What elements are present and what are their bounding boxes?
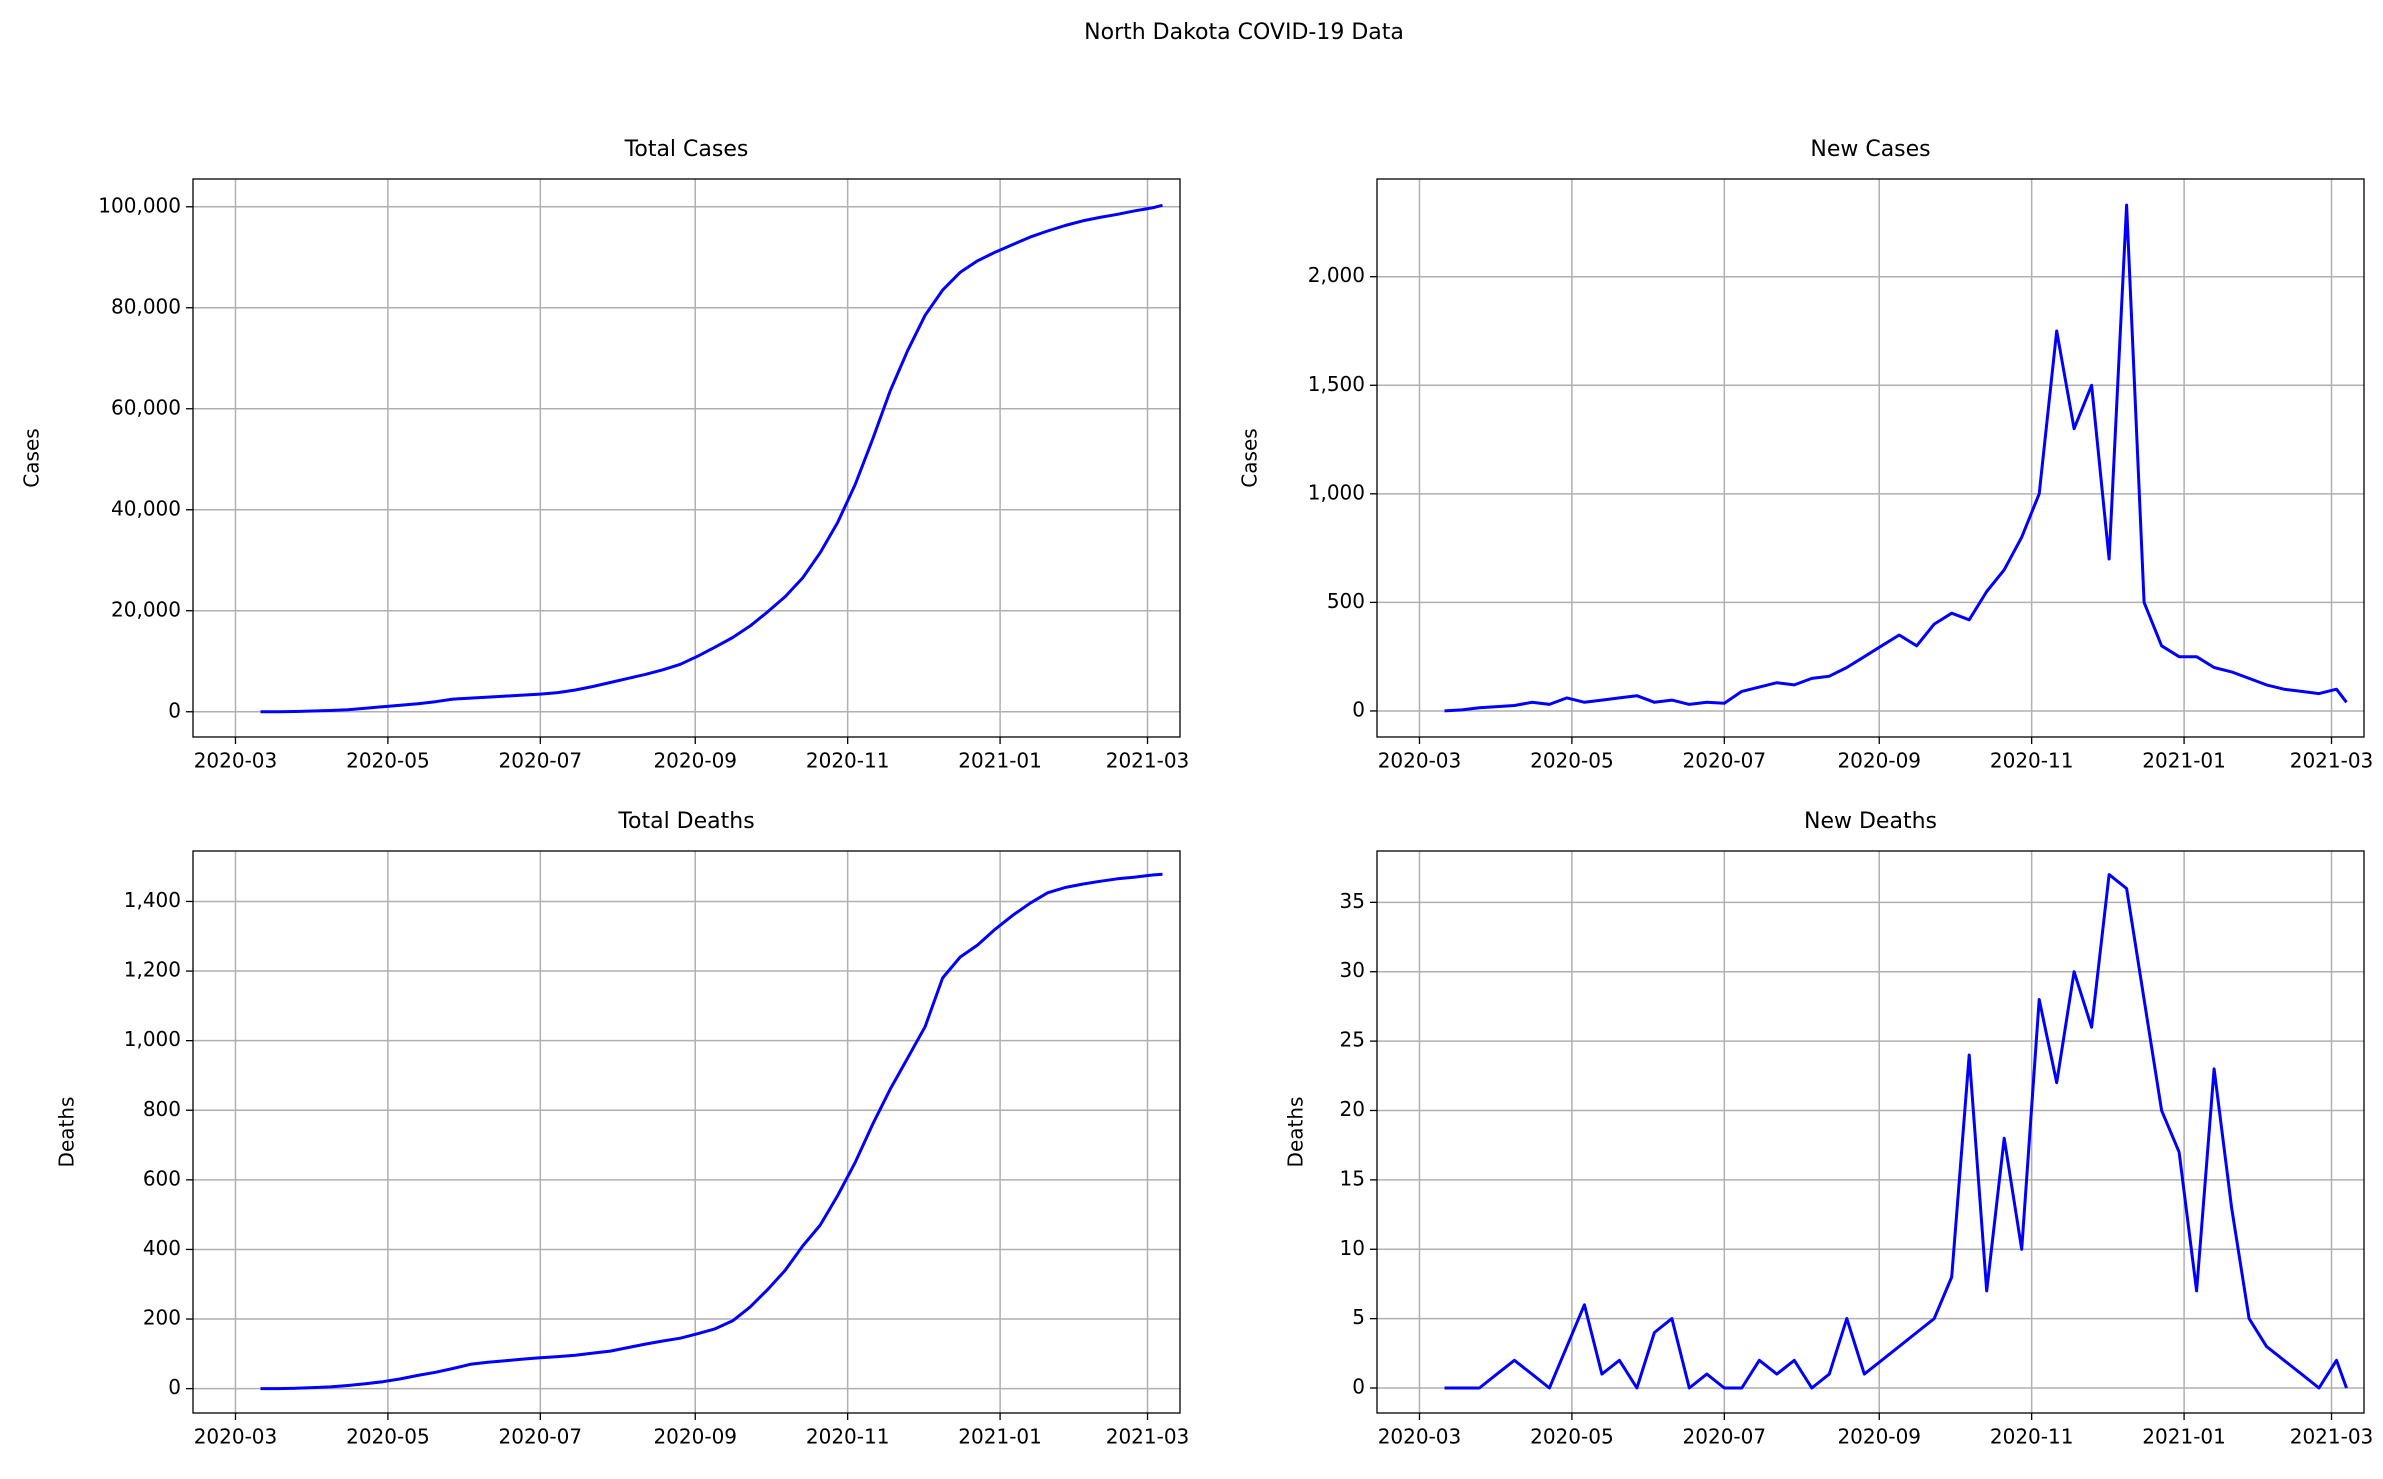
data-line [1444, 873, 2348, 1390]
y-tick-label: 0 [1352, 697, 1365, 721]
subplot-title: New Cases [1810, 137, 1930, 162]
y-axis-label: Deaths [1284, 1097, 1308, 1168]
x-tick-label: 2021-03 [2290, 1425, 2374, 1449]
axes-frame [192, 850, 1181, 1414]
y-tick-label: 1,400 [124, 888, 181, 912]
y-tick-label: 35 [1340, 889, 1365, 913]
y-tick-label: 500 [1327, 589, 1365, 613]
data-line [1444, 203, 2348, 713]
x-tick-label: 2020-11 [806, 749, 890, 773]
y-tick-label: 30 [1340, 958, 1365, 982]
y-tick-label: 1,500 [1308, 372, 1365, 396]
x-tick-label: 2020-07 [1683, 1425, 1767, 1449]
y-tick-label: 2,000 [1308, 263, 1365, 287]
y-tick-label: 60,000 [111, 395, 181, 419]
y-tick-label: 0 [168, 698, 181, 722]
y-tick-label: 20 [1340, 1097, 1365, 1121]
y-tick-label: 0 [168, 1375, 181, 1399]
y-tick-label: 40,000 [111, 496, 181, 520]
figure-title: North Dakota COVID-19 Data [1084, 20, 1404, 45]
x-tick-label: 2020-11 [1990, 1425, 2074, 1449]
x-tick-label: 2020-05 [1530, 1425, 1614, 1449]
data-line [260, 203, 1163, 714]
y-axis-label: Deaths [55, 1097, 79, 1168]
y-tick-label: 600 [143, 1166, 181, 1190]
x-tick-label: 2020-03 [194, 749, 278, 773]
x-tick-label: 2020-11 [806, 1425, 890, 1449]
x-tick-label: 2020-09 [1837, 1425, 1921, 1449]
x-tick-label: 2020-03 [194, 1425, 278, 1449]
y-tick-label: 1,000 [124, 1027, 181, 1051]
x-tick-label: 2020-07 [1683, 749, 1767, 773]
y-tick-label: 25 [1340, 1028, 1365, 1052]
y-tick-label: 15 [1340, 1166, 1365, 1190]
x-tick-label: 2020-03 [1378, 749, 1462, 773]
y-tick-label: 200 [143, 1306, 181, 1330]
subplot-title: Total Deaths [617, 809, 754, 834]
x-tick-label: 2020-09 [1837, 749, 1921, 773]
x-tick-label: 2020-07 [499, 1425, 583, 1449]
subplot-title: Total Cases [624, 137, 749, 162]
x-tick-label: 2020-05 [346, 1425, 430, 1449]
x-tick-label: 2021-01 [958, 749, 1042, 773]
axes-frame [1376, 178, 2365, 738]
x-tick-label: 2020-09 [653, 749, 737, 773]
x-tick-label: 2020-05 [346, 749, 430, 773]
y-tick-label: 100,000 [98, 193, 181, 217]
x-tick-label: 2020-11 [1990, 749, 2074, 773]
x-tick-label: 2021-03 [1106, 1425, 1190, 1449]
y-tick-label: 10 [1340, 1236, 1365, 1260]
y-axis-label: Cases [20, 428, 44, 487]
x-tick-label: 2021-03 [1106, 749, 1190, 773]
y-tick-label: 800 [143, 1097, 181, 1121]
axes-frame [1376, 850, 2365, 1414]
x-tick-label: 2021-01 [2142, 749, 2226, 773]
y-tick-label: 1,000 [1308, 480, 1365, 504]
y-axis-label: Cases [1238, 428, 1262, 487]
x-tick-label: 2021-03 [2290, 749, 2374, 773]
x-tick-label: 2020-05 [1530, 749, 1614, 773]
y-tick-label: 20,000 [111, 597, 181, 621]
y-tick-label: 1,200 [124, 958, 181, 982]
y-tick-label: 80,000 [111, 294, 181, 318]
x-tick-label: 2020-03 [1378, 1425, 1462, 1449]
y-tick-label: 5 [1352, 1305, 1365, 1329]
subplot-title: New Deaths [1804, 809, 1937, 834]
x-tick-label: 2021-01 [2142, 1425, 2226, 1449]
y-tick-label: 0 [1352, 1375, 1365, 1399]
x-tick-label: 2021-01 [958, 1425, 1042, 1449]
data-line [260, 872, 1163, 1391]
x-tick-label: 2020-07 [499, 749, 583, 773]
y-tick-label: 400 [143, 1236, 181, 1260]
x-tick-label: 2020-09 [653, 1425, 737, 1449]
axes-frame [192, 178, 1181, 738]
